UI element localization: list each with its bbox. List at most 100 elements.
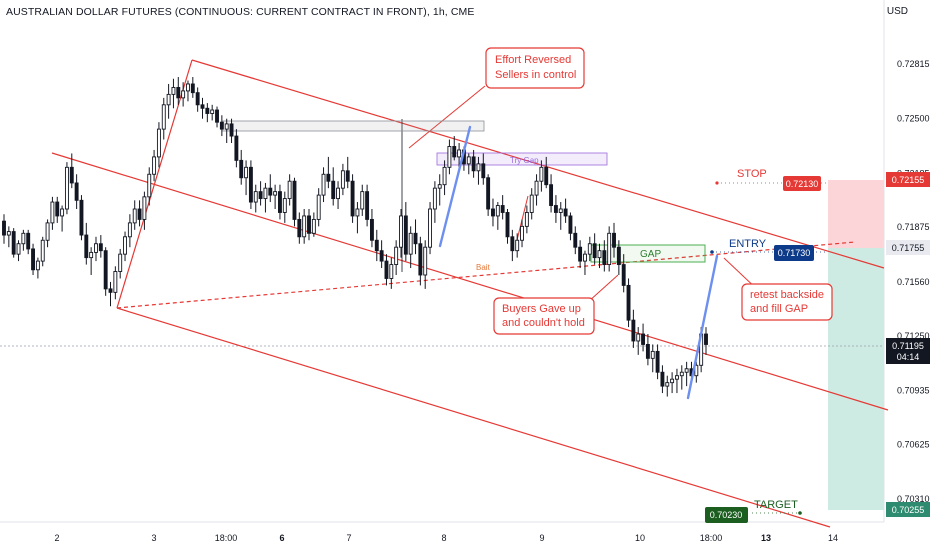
- retest-text-1: retest backside: [750, 289, 824, 301]
- stop-label: STOP: [737, 168, 767, 180]
- candle: [123, 231, 127, 262]
- bar-countdown: 04:14: [897, 352, 920, 362]
- candle: [466, 153, 471, 175]
- candle: [350, 174, 355, 223]
- candle: [399, 209, 403, 258]
- candle: [573, 226, 578, 255]
- candle: [161, 97, 166, 140]
- candle: [621, 254, 626, 293]
- entry-value: 0.71730: [778, 248, 811, 258]
- candle: [297, 212, 302, 244]
- candle: [355, 202, 360, 234]
- effort-callout[interactable]: Effort Reversed Sellers in control: [485, 47, 585, 89]
- candle: [244, 160, 249, 196]
- candle: [186, 80, 190, 102]
- candle: [278, 184, 282, 220]
- candle: [89, 247, 94, 275]
- price-tick-6: 0.70935: [897, 385, 930, 395]
- candle: [26, 229, 31, 255]
- candle: [205, 103, 210, 123]
- upper-channel-line: [191, 59, 885, 269]
- candle: [282, 191, 287, 223]
- entry-label: ENTRY: [729, 238, 767, 250]
- candle: [132, 200, 137, 230]
- candle: [321, 167, 326, 203]
- candle: [476, 156, 481, 185]
- candle: [345, 156, 350, 189]
- target-axis-badge: [886, 502, 930, 517]
- supply-zone-box: [221, 120, 485, 132]
- time-tick-3: 6: [279, 533, 284, 543]
- candle: [500, 195, 505, 220]
- candle: [181, 82, 186, 107]
- candle: [360, 184, 365, 216]
- candle: [607, 226, 612, 272]
- candle: [94, 236, 98, 262]
- candle: [108, 281, 113, 307]
- impulse-swings: [438, 125, 719, 400]
- candle: [495, 202, 500, 230]
- price-tick-3: 0.71875: [897, 222, 930, 232]
- stop-zone: [828, 180, 884, 248]
- candle: [200, 97, 205, 119]
- candle: [74, 174, 79, 209]
- candle: [229, 118, 234, 144]
- retest-text-2: and fill GAP: [750, 303, 808, 315]
- candle: [432, 181, 437, 223]
- target-value-badge: [705, 507, 748, 523]
- candle: [616, 240, 621, 275]
- candle: [631, 309, 636, 348]
- candle: [316, 188, 321, 227]
- time-tick-1: 3: [151, 533, 156, 543]
- buyers-text-1: Buyers Gave up: [502, 303, 581, 315]
- candle: [704, 327, 708, 355]
- candle: [326, 156, 331, 189]
- time-tick-6: 9: [539, 533, 544, 543]
- candle: [408, 226, 413, 269]
- candle: [563, 198, 568, 223]
- candle: [248, 160, 253, 209]
- candle: [660, 365, 665, 394]
- candle: [645, 334, 650, 366]
- candle: [597, 243, 602, 269]
- candle: [239, 149, 244, 185]
- buyers-text-2: and couldn't hold: [502, 317, 585, 329]
- candle: [287, 174, 292, 206]
- candle: [505, 209, 510, 244]
- retest-callout[interactable]: retest backside and fill GAP: [741, 283, 833, 321]
- target-label: TARGET: [754, 499, 798, 511]
- candle: [253, 184, 258, 213]
- candle: [602, 240, 607, 272]
- bait-dashed-line: [116, 241, 856, 309]
- candle: [215, 106, 219, 128]
- target-zone: [828, 248, 884, 510]
- try-gap-box: [436, 152, 608, 166]
- candle: [127, 214, 132, 248]
- time-tick-8: 18:00: [700, 533, 723, 543]
- candle: [612, 222, 616, 258]
- time-tick-5: 8: [441, 533, 446, 543]
- candle: [403, 202, 408, 262]
- candle: [11, 228, 16, 258]
- candle: [578, 240, 583, 269]
- candle: [423, 240, 428, 289]
- bait-label: Bait: [476, 263, 491, 272]
- entry-value-badge[interactable]: [774, 245, 814, 261]
- candle: [45, 219, 50, 248]
- try-gap-label: Try Gap: [510, 156, 539, 165]
- candles: [2, 77, 708, 397]
- candle: [529, 188, 534, 220]
- buyers-arrow-line: [587, 274, 619, 303]
- candle: [79, 195, 84, 241]
- lower-channel-line: [116, 307, 831, 528]
- candle: [486, 174, 491, 216]
- candle: [544, 156, 549, 189]
- candle: [447, 139, 452, 175]
- candle: [641, 323, 646, 352]
- candle: [583, 250, 587, 275]
- candle: [524, 205, 529, 234]
- candle: [568, 212, 573, 241]
- impulse-line: [116, 59, 193, 309]
- buyers-callout[interactable]: Buyers Gave up and couldn't hold: [493, 297, 595, 335]
